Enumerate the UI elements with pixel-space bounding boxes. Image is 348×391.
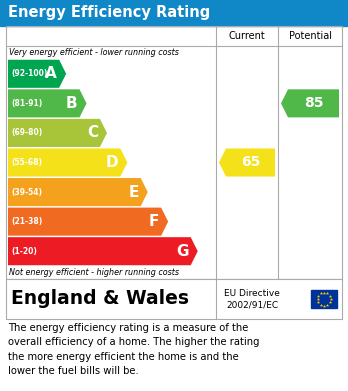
Text: B: B [66, 96, 78, 111]
Bar [0, 0, 348, 26]
Polygon shape [8, 119, 107, 147]
Text: C: C [87, 126, 98, 140]
Text: England & Wales: England & Wales [11, 289, 189, 308]
Text: Potential: Potential [288, 31, 332, 41]
Polygon shape [8, 208, 168, 236]
Text: Very energy efficient - lower running costs: Very energy efficient - lower running co… [9, 48, 179, 57]
Polygon shape [281, 89, 339, 117]
Text: (21-38): (21-38) [11, 217, 42, 226]
Polygon shape [219, 149, 275, 176]
Polygon shape [8, 149, 127, 176]
Text: (92-100): (92-100) [11, 69, 47, 78]
Text: F: F [149, 214, 159, 229]
Polygon shape [8, 178, 148, 206]
Text: 65: 65 [241, 156, 260, 170]
Text: (55-68): (55-68) [11, 158, 42, 167]
Text: Current: Current [229, 31, 266, 41]
Text: Not energy efficient - higher running costs: Not energy efficient - higher running co… [9, 268, 179, 277]
Bar [311, 290, 337, 308]
Polygon shape [8, 237, 198, 265]
Text: Energy Efficiency Rating: Energy Efficiency Rating [8, 5, 210, 20]
Text: 85: 85 [304, 96, 323, 110]
Text: (81-91): (81-91) [11, 99, 42, 108]
Text: G: G [176, 244, 189, 259]
Bar [6, 26, 342, 279]
Text: (69-80): (69-80) [11, 128, 42, 137]
Text: A: A [45, 66, 57, 81]
Text: (39-54): (39-54) [11, 188, 42, 197]
Polygon shape [8, 89, 87, 117]
Text: E: E [128, 185, 139, 199]
Polygon shape [8, 60, 66, 88]
Text: D: D [106, 155, 118, 170]
Text: EU Directive
2002/91/EC: EU Directive 2002/91/EC [224, 289, 280, 309]
Bar [6, 279, 342, 319]
Text: (1-20): (1-20) [11, 247, 37, 256]
Text: The energy efficiency rating is a measure of the
overall efficiency of a home. T: The energy efficiency rating is a measur… [8, 323, 260, 376]
